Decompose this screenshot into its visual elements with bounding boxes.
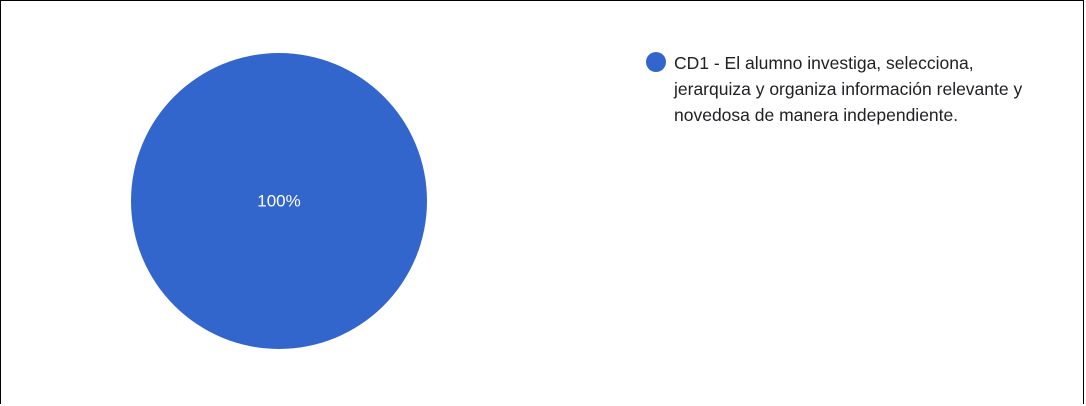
legend: CD1 - El alumno investiga, selecciona, j…: [646, 50, 1036, 128]
legend-label: CD1 - El alumno investiga, selecciona, j…: [674, 53, 1023, 125]
legend-swatch: [646, 52, 666, 72]
pie-slice: [131, 53, 427, 349]
slice-percent-label: 100%: [257, 192, 300, 211]
